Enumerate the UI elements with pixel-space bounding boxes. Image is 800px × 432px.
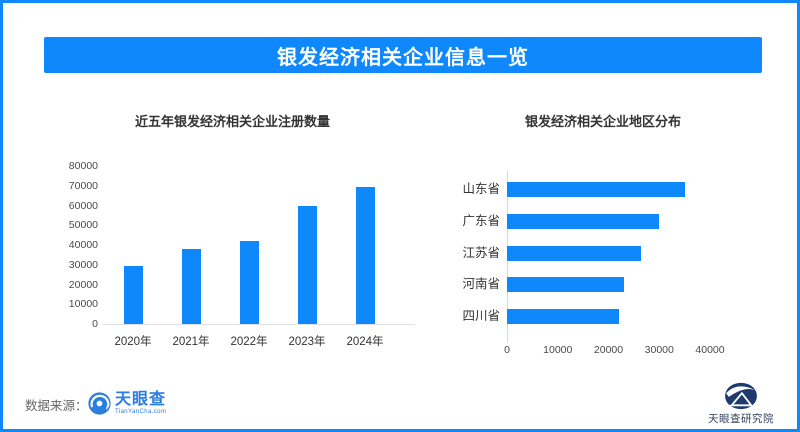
y-axis-tick-label: 60000 bbox=[68, 199, 98, 212]
y-axis-tick-label: 40000 bbox=[68, 239, 98, 251]
y-axis-tick-label: 10000 bbox=[68, 298, 98, 311]
x-axis-category-label: 2020年 bbox=[114, 336, 152, 348]
research-institute-logo: 天眼查研究院 bbox=[705, 382, 777, 426]
y-axis-tick-label: 80000 bbox=[68, 160, 98, 172]
bar-广东省 bbox=[507, 213, 660, 229]
y-axis-category-label: 四川省 bbox=[462, 309, 500, 323]
x-axis-tick-label: 10000 bbox=[543, 344, 573, 356]
y-axis-category-label: 江苏省 bbox=[462, 246, 500, 260]
y-axis-tick-label: 30000 bbox=[68, 258, 98, 271]
y-axis-category-label: 河南省 bbox=[462, 277, 500, 291]
research-institute-icon bbox=[725, 382, 757, 410]
y-axis-category-label: 山东省 bbox=[462, 182, 500, 196]
x-axis-tick-label: 20000 bbox=[593, 344, 624, 356]
title-banner: 银发经济相关企业信息一览 bbox=[44, 37, 762, 73]
research-institute-name: 天眼查研究院 bbox=[708, 413, 774, 425]
x-axis-tick-label: 30000 bbox=[644, 344, 674, 356]
x-axis-tick-label: 0 bbox=[504, 344, 510, 356]
y-axis-tick-label: 0 bbox=[92, 318, 98, 330]
x-axis-tick-label: 40000 bbox=[695, 344, 725, 356]
bar-山东省 bbox=[507, 181, 685, 197]
x-axis-category-label: 2022年 bbox=[230, 336, 268, 348]
bar-江苏省 bbox=[507, 245, 642, 261]
bar-2022年 bbox=[239, 241, 259, 324]
bar-2024年 bbox=[355, 186, 375, 324]
left-chart-x-axis-line bbox=[103, 324, 415, 325]
data-source-label: 数据来源： bbox=[25, 399, 88, 413]
x-axis-category-label: 2021年 bbox=[172, 336, 210, 348]
x-axis-category-label: 2023年 bbox=[288, 336, 326, 348]
right-chart-title: 银发经济相关企业地区分布 bbox=[525, 114, 682, 129]
bar-2023年 bbox=[297, 206, 317, 324]
bar-2021年 bbox=[181, 248, 201, 324]
x-axis-category-label: 2024年 bbox=[346, 336, 384, 348]
tianyancha-logo-text: 天眼查 bbox=[115, 391, 167, 408]
tianyancha-logo: 天眼查 TianYanCha.com bbox=[87, 391, 166, 416]
y-axis-tick-label: 20000 bbox=[68, 278, 98, 291]
y-axis-tick-label: 50000 bbox=[68, 219, 98, 232]
bar-河南省 bbox=[507, 276, 624, 292]
bar-四川省 bbox=[507, 308, 619, 324]
left-chart-title: 近五年银发经济相关企业注册数量 bbox=[135, 114, 331, 129]
y-axis-tick-label: 70000 bbox=[68, 179, 98, 192]
tianyancha-logo-url: TianYanCha.com bbox=[115, 409, 167, 415]
tianyancha-swirl-icon bbox=[88, 392, 111, 415]
page-title: 银发经济相关企业信息一览 bbox=[277, 46, 529, 69]
registrations-bar-chart: 近五年银发经济相关企业注册数量 0 10000 20000 30000 40000 500… bbox=[63, 108, 428, 368]
regions-bar-chart: 银发经济相关企业地区分布 山东省广东省江苏省河南省四川省 0 10000 20000 3… bbox=[443, 108, 778, 368]
y-axis-category-label: 广东省 bbox=[462, 214, 500, 228]
bar-2020年 bbox=[123, 265, 143, 324]
